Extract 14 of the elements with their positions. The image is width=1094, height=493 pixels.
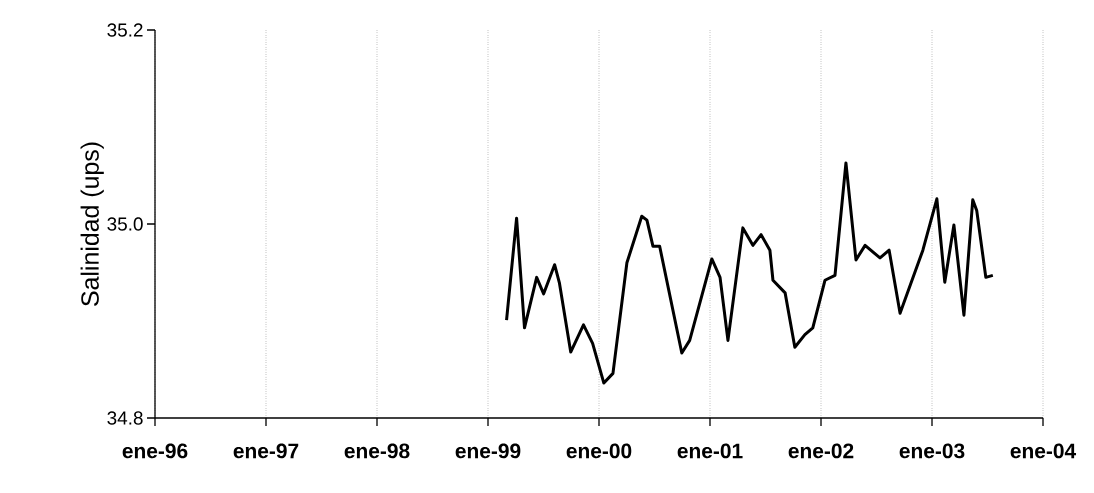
x-tick-label: ene-00 (566, 443, 632, 459)
x-tick-label: ene-03 (899, 443, 965, 459)
y-tick-label: 35.0 (107, 217, 143, 231)
x-tick-label: ene-96 (122, 443, 188, 459)
x-tick-label: ene-02 (788, 443, 854, 459)
x-tick-label: ene-04 (1010, 443, 1077, 459)
x-tick-label: ene-97 (233, 443, 299, 459)
x-tick-label: ene-99 (455, 443, 521, 459)
y-axis-title: Salinidad (ups) (80, 142, 104, 306)
y-tick-label: 35.2 (107, 23, 143, 37)
x-tick-label: ene-98 (344, 443, 410, 459)
y-tick-label: 34.8 (107, 411, 143, 425)
line-series (505, 161, 995, 385)
x-tick-label: ene-01 (677, 443, 743, 459)
